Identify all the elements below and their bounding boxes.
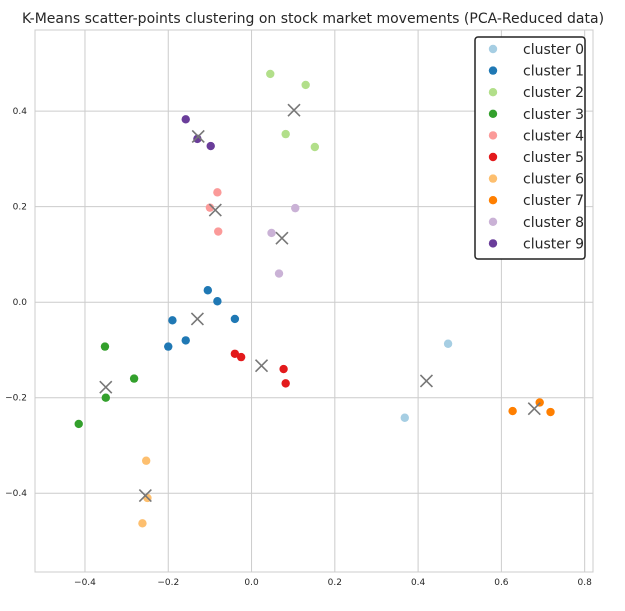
centroid-marker (99, 380, 113, 394)
centroid-marker (275, 231, 289, 245)
x-tick-label: −0.2 (157, 578, 179, 588)
centroid-marker (287, 103, 301, 117)
legend-marker (488, 88, 498, 97)
data-point-cluster-1 (164, 342, 173, 351)
data-point-cluster-0 (400, 413, 409, 422)
legend-label: cluster 3 (523, 107, 584, 123)
data-point-cluster-1 (181, 336, 190, 345)
data-point-cluster-7 (508, 406, 517, 416)
data-point-cluster-2 (281, 129, 290, 139)
centroid-marker (208, 203, 222, 217)
data-point-cluster-1 (168, 316, 177, 325)
data-point-cluster-2 (310, 142, 320, 152)
y-tick-label: 0.4 (13, 107, 28, 117)
data-point-cluster-5 (281, 379, 290, 388)
legend-label: cluster 1 (523, 64, 584, 80)
legend-label: cluster 5 (523, 150, 584, 166)
legend-marker (488, 109, 498, 119)
data-point-cluster-0 (443, 339, 453, 348)
data-point-cluster-3 (101, 393, 110, 402)
data-point-cluster-6 (141, 456, 151, 465)
legend-marker (488, 196, 498, 205)
legend-marker (488, 217, 498, 226)
legend-label: cluster 7 (523, 193, 584, 209)
legend-label: cluster 6 (523, 172, 584, 188)
data-point-cluster-4 (213, 188, 222, 197)
centroid-marker (138, 489, 152, 503)
data-point-cluster-4 (214, 227, 223, 236)
x-axis: −0.4 −0.2 0.0 0.2 0.4 0.6 0.8 (74, 578, 592, 588)
centroid-marker (190, 312, 204, 326)
legend-label: cluster 0 (523, 42, 584, 58)
legend-label: cluster 9 (523, 236, 584, 252)
y-tick-label: −0.4 (5, 489, 27, 499)
data-point-cluster-5 (236, 352, 246, 362)
legend-label: cluster 4 (523, 128, 584, 144)
x-tick-label: 0.2 (328, 578, 342, 588)
data-point-cluster-5 (230, 349, 240, 358)
data-point-cluster-1 (230, 314, 240, 324)
data-point-cluster-9 (181, 115, 190, 124)
data-point-cluster-3 (74, 419, 83, 429)
legend-marker (488, 66, 498, 75)
data-point-cluster-8 (267, 228, 276, 238)
y-axis: −0.4 −0.2 0.0 0.2 0.4 (5, 107, 27, 499)
centroid-marker (527, 402, 541, 416)
x-tick-label: 0.6 (494, 578, 509, 588)
data-point-cluster-2 (266, 69, 275, 79)
x-tick-label: 0.0 (244, 578, 259, 588)
legend-label: cluster 8 (523, 215, 584, 231)
data-point-cluster-3 (100, 342, 110, 351)
data-point-cluster-3 (129, 374, 139, 383)
legend-marker (488, 174, 498, 183)
data-point-cluster-2 (301, 80, 310, 90)
y-tick-label: 0.2 (13, 203, 27, 213)
data-point-cluster-8 (274, 269, 284, 278)
legend-marker (488, 44, 498, 54)
centroid-marker (191, 129, 205, 144)
data-point-cluster-5 (279, 364, 288, 374)
data-point-cluster-9 (206, 141, 215, 151)
legend-marker (488, 239, 498, 248)
x-tick-label: 0.4 (411, 578, 426, 588)
data-point-cluster-1 (203, 286, 213, 295)
data-point-cluster-1 (213, 297, 222, 306)
legend-label: cluster 2 (523, 85, 584, 101)
chart-title: K-Means scatter-points clustering on sto… (22, 11, 604, 27)
y-tick-label: −0.2 (5, 394, 27, 404)
legend: cluster 0 cluster 1 cluster 2 cluster 3 clus… (474, 36, 586, 260)
data-point-cluster-4 (205, 203, 215, 212)
grid-lines (35, 30, 593, 572)
centroid-markers (99, 103, 541, 503)
data-points (74, 69, 555, 528)
legend-box (474, 36, 586, 260)
data-point-cluster-6 (138, 519, 147, 528)
legend-marker (488, 131, 498, 140)
legend-marker (488, 152, 498, 162)
x-tick-label: 0.8 (578, 578, 593, 588)
centroid-marker (419, 374, 433, 388)
data-point-cluster-8 (291, 203, 300, 213)
centroid-marker (254, 359, 269, 373)
data-point-cluster-7 (546, 407, 555, 417)
x-tick-label: −0.4 (74, 578, 96, 588)
y-tick-label: 0.0 (13, 298, 28, 308)
